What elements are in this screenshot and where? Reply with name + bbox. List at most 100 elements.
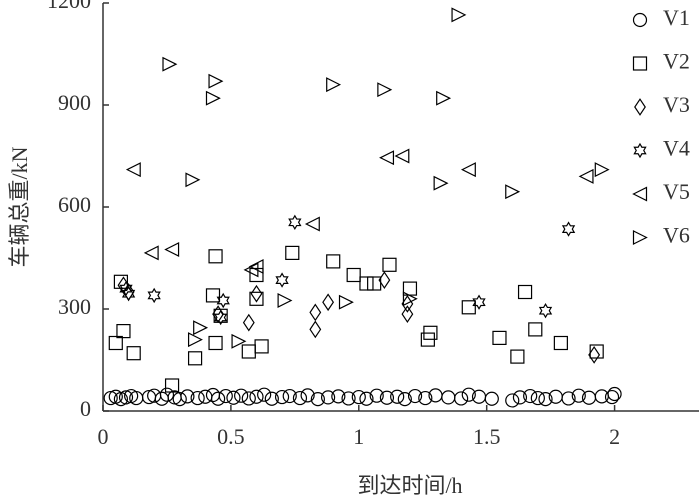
scatter-point <box>121 286 136 302</box>
y-axis-label: 车辆总重/kN <box>7 146 32 267</box>
scatter-point <box>164 242 180 257</box>
scatter-point <box>561 221 576 237</box>
scatter-point <box>528 322 543 337</box>
scatter-point <box>185 172 201 188</box>
scatter-point <box>326 77 342 93</box>
y-tick-label: 1200 <box>47 0 91 13</box>
scatter-point <box>341 391 356 406</box>
scatter-point <box>300 388 315 403</box>
scatter-point <box>359 391 374 406</box>
scatter-point <box>214 309 228 326</box>
scatter-point <box>116 324 131 339</box>
scatter-point <box>187 351 203 366</box>
scatter-point <box>249 267 264 283</box>
x-axis-label: 到达时间/h <box>357 473 462 498</box>
legend-marker <box>632 56 648 71</box>
scatter-point <box>164 378 180 393</box>
scatter-point <box>451 7 467 23</box>
scatter-point <box>523 388 538 404</box>
scatter-point <box>190 390 205 406</box>
scatter-point <box>285 245 300 260</box>
legend-label: V5 <box>663 179 690 204</box>
scatter-point <box>143 245 159 261</box>
legend-marker <box>632 186 648 202</box>
scatter-point <box>512 390 528 405</box>
scatter-point <box>208 249 223 264</box>
scatter-point <box>180 389 195 404</box>
scatter-point <box>472 294 486 310</box>
scatter-point <box>517 284 533 300</box>
scatter-point <box>147 287 161 304</box>
scatter-point <box>394 148 410 164</box>
scatter-point <box>172 392 187 407</box>
scatter-point <box>377 82 393 98</box>
scatter-point <box>561 391 576 406</box>
scatter-point <box>433 175 449 191</box>
legend-label: V2 <box>663 49 690 74</box>
scatter-point <box>249 389 264 404</box>
scatter-point <box>407 388 423 404</box>
scatter-point <box>309 320 322 339</box>
scatter-point <box>436 90 452 106</box>
scatter-point <box>249 291 264 306</box>
x-tick-label: 1.5 <box>473 424 501 449</box>
scatter-point <box>401 305 414 323</box>
scatter-point <box>119 280 133 297</box>
scatter-point <box>454 391 469 406</box>
scatter-point <box>103 390 118 406</box>
x-tick-label: 0 <box>98 424 109 449</box>
scatter-point <box>254 339 269 354</box>
y-tick-label: 600 <box>58 192 91 217</box>
x-tick-label: 1 <box>353 424 364 449</box>
legend-marker <box>634 98 646 116</box>
scatter-point <box>390 389 405 404</box>
legend-marker <box>633 142 647 159</box>
scatter-point <box>553 335 568 351</box>
scatter-point <box>275 272 289 288</box>
scatter-point <box>369 388 384 403</box>
x-tick-label: 0.5 <box>217 424 245 449</box>
scatter-point <box>211 391 226 406</box>
scatter-point <box>607 386 622 402</box>
scatter-point <box>187 332 203 348</box>
legend-marker <box>632 12 648 28</box>
legend-label: V1 <box>663 5 690 30</box>
scatter-point <box>250 284 263 303</box>
scatter-point <box>461 387 476 402</box>
scatter-point <box>234 388 249 403</box>
scatter-point <box>241 344 256 359</box>
scatter-point <box>338 294 354 310</box>
scatter-point <box>231 333 247 349</box>
scatter-point <box>571 388 586 403</box>
scatter-point <box>578 168 594 184</box>
scatter-point <box>326 254 341 269</box>
scatter-point <box>331 389 346 404</box>
scatter-point <box>322 293 335 312</box>
scatter-point <box>274 389 290 405</box>
scatter-point <box>218 388 233 404</box>
scatter-point <box>309 303 322 322</box>
y-tick-label: 0 <box>80 396 91 421</box>
scatter-point <box>129 390 144 406</box>
scatter-point <box>441 390 456 405</box>
scatter-point <box>538 392 553 407</box>
scatter-point <box>538 303 553 319</box>
legend-label: V3 <box>663 92 690 117</box>
scatter-point <box>402 291 418 307</box>
scatter-point <box>216 292 230 309</box>
scatter-point <box>594 162 610 178</box>
scatter-point <box>125 162 141 178</box>
scatter-point <box>108 335 123 351</box>
scatter-point <box>304 216 320 232</box>
y-tick-label: 900 <box>58 90 91 115</box>
scatter-point <box>264 391 279 406</box>
scatter-point <box>310 392 325 407</box>
scatter-point <box>126 346 141 361</box>
scatter-point <box>382 257 397 272</box>
scatter-point <box>604 389 620 405</box>
scatter-point <box>378 271 391 289</box>
scatter-point <box>367 276 382 291</box>
scatter-point <box>510 349 525 364</box>
scatter-point <box>530 390 545 406</box>
